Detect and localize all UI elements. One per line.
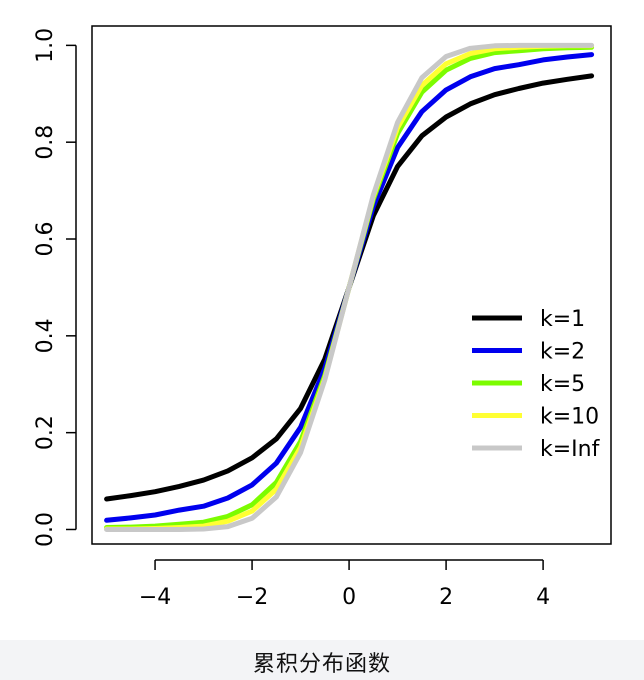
y-tick-label: 0.6 [33, 222, 58, 257]
figure-caption: 累积分布函数 [252, 652, 391, 677]
legend-label: k=1 [540, 307, 585, 332]
legend: k=1 k=2 k=5 k=10 k=Inf [472, 307, 601, 462]
x-tick-label: 2 [439, 585, 453, 610]
chart-figure: −4 −2 0 2 4 0.0 0.2 0.4 0.6 0.8 1.0 k=1 k=2 k=5 k=10 k… [33, 25, 612, 610]
plot-frame [91, 25, 612, 545]
x-tick-label: 0 [342, 585, 356, 610]
caption-bar: 累积分布函数 [0, 640, 644, 680]
series-lines [104, 42, 595, 532]
legend-label: k=10 [540, 405, 599, 430]
y-tick-label: 0.4 [33, 318, 58, 353]
y-tick-label: 1.0 [33, 28, 58, 63]
cdf-line-chart: −4 −2 0 2 40.00.20.40.60.81.0 k=1k=2k=5k=10k… [33, 25, 612, 610]
x-tick-label: −2 [236, 585, 268, 610]
axes: −4 −2 0 2 4 0.0 0.2 0.4 0.6 0.8 1.0 [33, 28, 550, 610]
series-line-k-inf [104, 42, 595, 532]
y-tick-label: 0.0 [33, 512, 58, 547]
y-tick-label: 0.8 [33, 125, 58, 160]
x-tick-label: −4 [139, 585, 171, 610]
legend-label: k=Inf [540, 437, 601, 462]
x-tick-label: 4 [536, 585, 550, 610]
legend-label: k=2 [540, 340, 585, 365]
legend-label: k=5 [540, 372, 585, 397]
y-tick-label: 0.2 [33, 415, 58, 450]
